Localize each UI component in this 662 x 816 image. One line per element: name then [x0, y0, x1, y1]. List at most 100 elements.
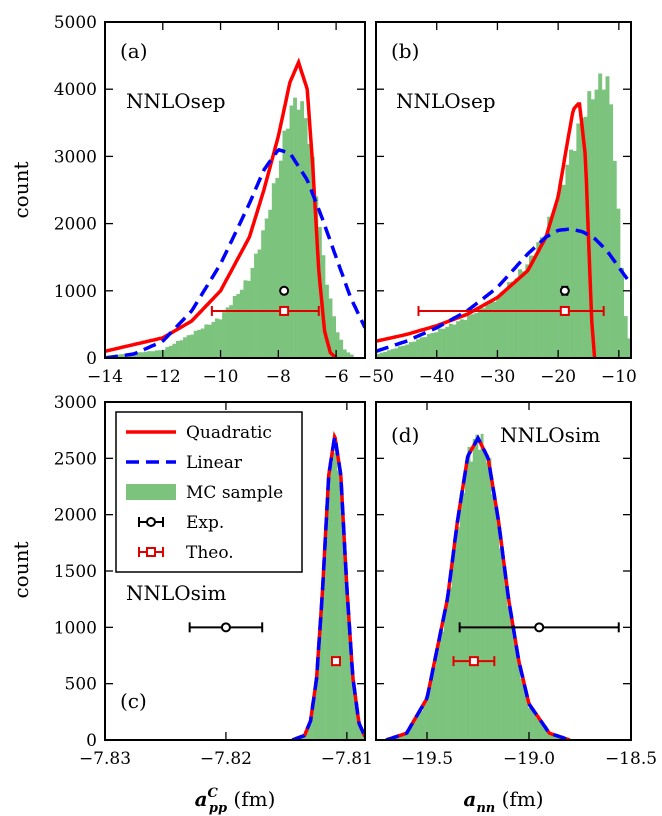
mc-bar — [546, 731, 550, 740]
mc-bar — [535, 717, 539, 740]
mc-bar — [119, 354, 124, 358]
mc-bar — [433, 665, 437, 740]
mc-bar — [229, 305, 234, 358]
x-tick-label: −50 — [358, 367, 394, 387]
mc-bar — [569, 149, 574, 358]
mc-bar — [485, 462, 489, 740]
mc-bar — [558, 184, 563, 358]
mc-bar — [437, 328, 442, 358]
mc-bar — [425, 700, 429, 740]
x-tick-label: −12 — [145, 367, 181, 387]
mc-bar — [405, 344, 410, 358]
mc-bar — [332, 316, 336, 358]
mc-bar — [428, 690, 432, 740]
mc-bar — [554, 204, 559, 358]
legend-label: Quadratic — [186, 423, 272, 443]
panel-annotation: NNLOsep — [396, 89, 496, 113]
mc-bar — [232, 296, 237, 358]
plot-area — [105, 57, 365, 358]
mc-bar — [339, 339, 344, 358]
mc-bar — [446, 598, 450, 740]
plot-area — [385, 433, 620, 740]
x-tick-label: −19.5 — [401, 749, 453, 769]
mc-bar — [322, 591, 324, 740]
mc-bar — [346, 352, 351, 358]
xlabel-sub: nn — [476, 801, 495, 816]
mc-bar — [349, 636, 351, 740]
mc-bar — [334, 445, 337, 740]
legend-label: Exp. — [186, 513, 224, 533]
mc-bar — [312, 709, 314, 740]
mc-bar — [315, 688, 317, 740]
y-tick-label: 500 — [65, 675, 97, 695]
mc-bar — [218, 319, 223, 358]
mc-bar — [330, 466, 333, 740]
mc-bar — [197, 329, 202, 358]
mc-bar — [225, 307, 230, 358]
legend-label: Linear — [186, 453, 243, 473]
mc-bar — [355, 705, 358, 740]
mc-bar — [317, 668, 319, 740]
mc-bar — [304, 734, 307, 740]
mc-bar — [456, 321, 461, 358]
mc-bar — [594, 89, 599, 358]
panel-tag: (c) — [120, 689, 147, 713]
mc-bar — [362, 734, 365, 740]
mc-bar — [457, 526, 460, 740]
mc-bar — [590, 99, 595, 358]
mc-bar — [333, 452, 336, 740]
mc-bar — [144, 351, 148, 358]
mc-bar — [158, 350, 163, 358]
y-tick-label: 1000 — [54, 282, 97, 302]
x-tick-label: −7.82 — [200, 749, 252, 769]
x-tick-label: −7.81 — [321, 749, 373, 769]
theo-marker — [279, 305, 290, 316]
mc-bar — [328, 487, 331, 740]
mc-bar — [420, 710, 424, 740]
mc-bar — [525, 695, 529, 740]
mc-bar — [151, 351, 155, 358]
panel-tag: (b) — [391, 39, 419, 63]
mc-bar — [423, 337, 428, 358]
mc-bar — [307, 727, 310, 740]
mc-bar — [416, 339, 421, 358]
mc-bar — [412, 341, 417, 358]
quadratic-curve — [291, 430, 365, 740]
mc-bar — [243, 280, 248, 358]
mc-bar — [207, 324, 212, 358]
mc-bar — [352, 682, 354, 740]
mc-bar — [538, 720, 542, 740]
mc-bar — [576, 123, 581, 358]
mc-bar — [347, 605, 349, 740]
mc-bar — [324, 542, 326, 740]
mc-bar — [353, 693, 355, 740]
quadratic-curve — [376, 102, 597, 358]
mc-bar — [335, 332, 340, 358]
mc-bar — [168, 345, 173, 358]
mc-bar — [401, 734, 405, 740]
mc-bar — [521, 271, 526, 358]
mc-bar — [504, 580, 508, 740]
mc-bar — [282, 130, 287, 358]
mc-bar — [325, 537, 327, 740]
x-tick-label: −8 — [266, 367, 291, 387]
mc-bar — [448, 323, 453, 358]
y-tick-label: 3000 — [54, 393, 97, 413]
mc-bar — [427, 333, 431, 358]
y-tick-label: 2000 — [54, 506, 97, 526]
mc-bar — [419, 337, 424, 358]
mc-bar — [314, 196, 319, 358]
mc-bar — [529, 255, 533, 358]
mc-bar — [193, 330, 198, 358]
x-tick-label: −18.5 — [605, 749, 657, 769]
mc-bar — [200, 328, 205, 358]
theo-marker — [468, 656, 479, 667]
mc-bar — [361, 732, 364, 740]
mc-bar — [254, 253, 258, 358]
mc-bar — [328, 298, 333, 358]
xlabel-sup: C — [208, 786, 219, 801]
mc-bar — [451, 555, 455, 740]
mc-bar — [236, 293, 241, 358]
mc-bar — [548, 734, 552, 740]
mc-bar — [376, 354, 380, 358]
